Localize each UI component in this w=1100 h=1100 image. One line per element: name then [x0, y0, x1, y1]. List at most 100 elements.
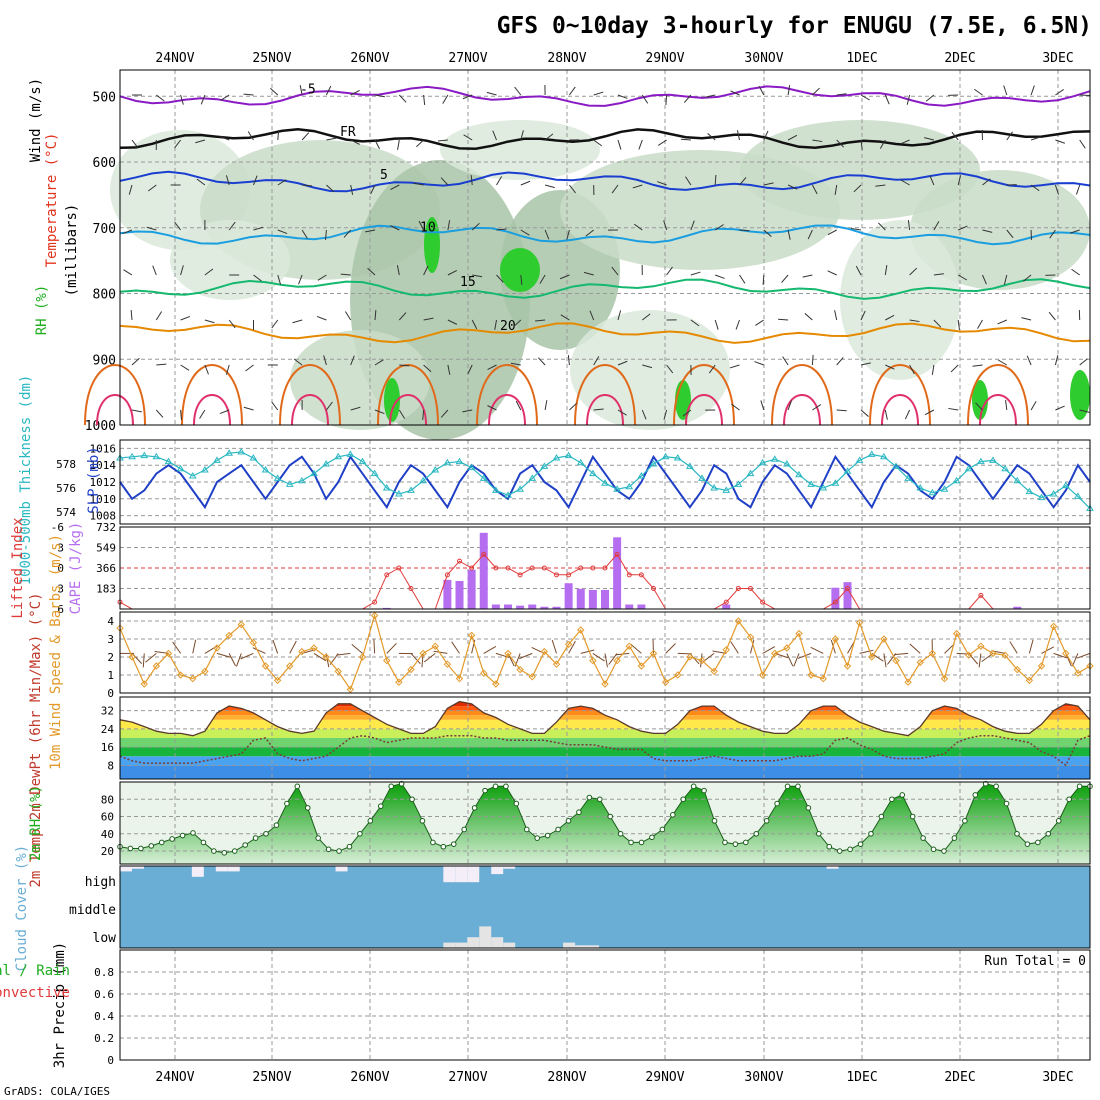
wind-barb: [271, 319, 279, 329]
wind-barb: [611, 184, 619, 194]
wind-barb: [568, 640, 576, 654]
rh-high-1: [500, 248, 540, 292]
rh-marker: [722, 839, 728, 846]
rh-marker: [440, 843, 447, 850]
thickness-marker: [504, 491, 512, 498]
wind-barb: [729, 364, 740, 369]
top-date-label: 1DEC: [846, 51, 877, 66]
isotherm-20: [119, 322, 1091, 344]
cape-bar: [588, 589, 597, 609]
wind-barb: [739, 274, 746, 284]
precip-tick: 0.6: [94, 988, 114, 1001]
wind-barb: [886, 653, 897, 665]
wind-barb: [520, 229, 530, 236]
li-marker: [384, 572, 390, 578]
wind-barb: [781, 274, 789, 283]
y-tick-900: 900: [93, 353, 116, 368]
wind-barb: [344, 311, 352, 321]
wind-barb: [906, 94, 911, 105]
wind-barb: [1003, 274, 1008, 285]
wind-barb: [423, 317, 434, 321]
wind-barb: [398, 312, 407, 321]
rh-tick: 60: [101, 811, 114, 824]
cloud-high-bar: [120, 866, 132, 872]
li-marker: [493, 565, 499, 571]
li-marker: [590, 565, 596, 571]
panel-frame: [119, 781, 1091, 865]
wind-barb: [130, 309, 133, 321]
temp-band: [120, 765, 1090, 779]
wind-barb: [1026, 355, 1032, 366]
wind-barb: [975, 402, 983, 411]
wind-barb: [762, 646, 776, 654]
thickness-marker: [225, 449, 234, 456]
wind-barb: [682, 409, 692, 417]
rh-marker: [868, 830, 874, 837]
rh-marker: [638, 839, 645, 846]
wind-barb: [172, 641, 182, 654]
wind-barb: [782, 356, 789, 366]
wind-barb: [1054, 355, 1059, 366]
cape-bar: [467, 569, 476, 609]
rh-marker: [503, 783, 509, 790]
wind-barb: [1071, 653, 1079, 667]
wind-barb: [860, 139, 863, 150]
wind-marker: [904, 678, 912, 686]
thickness-marker: [989, 456, 997, 463]
rh-marker: [169, 836, 175, 842]
rh-marker: [200, 839, 207, 846]
wind-marker: [940, 674, 949, 683]
wind-barb: [883, 653, 887, 668]
wind-barb: [195, 139, 206, 144]
wind-barb: [351, 644, 363, 654]
wind-barb: [754, 361, 764, 366]
rh-marker: [450, 841, 457, 847]
wind-barb: [685, 176, 692, 186]
wind-barb: [797, 652, 812, 659]
wind-marker: [686, 653, 694, 661]
cloud-low-bar: [587, 945, 600, 948]
wind-barb: [1030, 85, 1035, 96]
wind-barb: [544, 400, 548, 411]
wind-barb: [131, 139, 139, 149]
wind-marker: [589, 656, 597, 665]
wind-barb: [1055, 139, 1066, 144]
thickness-marker: [1025, 487, 1034, 495]
precip-tick: 0.8: [94, 966, 114, 979]
wind-barb: [1021, 317, 1032, 321]
wind-barb: [750, 639, 755, 654]
li-tick: 0: [57, 562, 64, 575]
wind-barb: [909, 364, 915, 375]
li-marker: [529, 565, 535, 571]
rh-marker: [701, 787, 707, 794]
temp-tick: 32: [101, 705, 114, 718]
rh-marker: [325, 846, 332, 853]
wind-marker: [237, 620, 245, 629]
wind-barb: [933, 273, 944, 276]
wind-marker: [189, 674, 197, 683]
y-tick-800: 800: [93, 288, 116, 303]
rh-marker: [743, 839, 749, 846]
wind-barb: [758, 85, 765, 96]
rh-marker: [430, 839, 436, 846]
wind-barb: [515, 400, 522, 411]
wind-barb: [447, 319, 458, 325]
cloud-bg: [120, 866, 1090, 948]
wind-barb: [632, 184, 643, 189]
temp-band: [120, 756, 1090, 766]
li-marker: [735, 586, 741, 591]
y-tick-500: 500: [93, 90, 116, 105]
rh-marker: [565, 818, 572, 824]
wind-barb: [812, 87, 820, 96]
rh-marker: [231, 848, 238, 854]
wind-marker: [1001, 651, 1009, 659]
upper-air-panel: 500 600 700 800 900 1000 -5 FR 5 10 15 20 (millibars…: [28, 69, 1091, 440]
wind-barb: [1048, 311, 1056, 321]
cape-tick: 732: [96, 521, 116, 534]
cape-bar: [831, 587, 840, 609]
diurnal-isotherm-30: [389, 394, 427, 426]
wind-barb: [513, 319, 522, 328]
wind-marker: [213, 644, 221, 652]
rh-marker: [1066, 796, 1072, 803]
wind-barb: [1070, 229, 1080, 234]
